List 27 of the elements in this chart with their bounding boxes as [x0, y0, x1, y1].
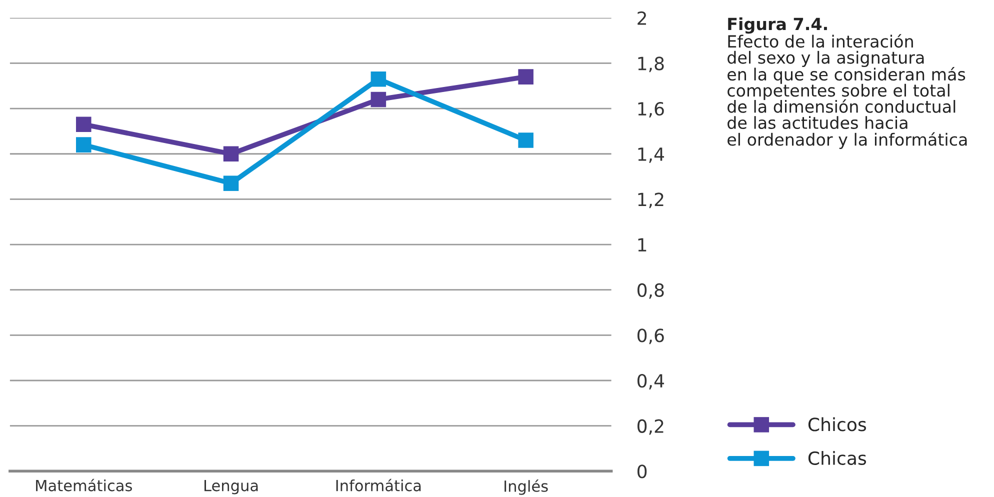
text: Figura 7.4.: [728, 17, 827, 34]
y-tick-label: 1,2: [638, 192, 664, 208]
point: [370, 71, 386, 87]
legend-label: Chicos: [808, 417, 866, 432]
x-tick-label: Informática: [336, 478, 421, 492]
point: [518, 69, 534, 84]
y-tick-label: 1,6: [638, 102, 664, 118]
point: [76, 116, 92, 132]
point: [223, 176, 239, 191]
point: [223, 146, 239, 162]
point: [76, 137, 92, 152]
text: Efecto de la interación del sexo y la asignatura en la que se consideran más competentes sobre el total de la dimensión conductual de las actitudes hacia el ordenador y la informática: [728, 34, 967, 150]
y-tick-label: 0,2: [638, 419, 664, 435]
legend-label: Chicas: [808, 451, 866, 466]
x-tick-label: Lengua: [204, 480, 258, 494]
x-tick-label: Matemáticas: [36, 478, 132, 492]
y-tick-label: 1,4: [638, 148, 664, 163]
y-tick-label: 0,6: [638, 328, 664, 344]
y-tick-label: 0: [638, 464, 647, 478]
x-tick-label: Inglés: [504, 479, 548, 495]
point: [370, 92, 386, 108]
y-tick-label: 0,8: [638, 283, 664, 299]
y-tick-label: 1: [638, 238, 646, 252]
y-tick-label: 1,8: [638, 56, 664, 72]
y-tick-label: 0,4: [638, 374, 664, 390]
y-tick-label: 2: [638, 11, 646, 25]
point: [518, 132, 534, 148]
